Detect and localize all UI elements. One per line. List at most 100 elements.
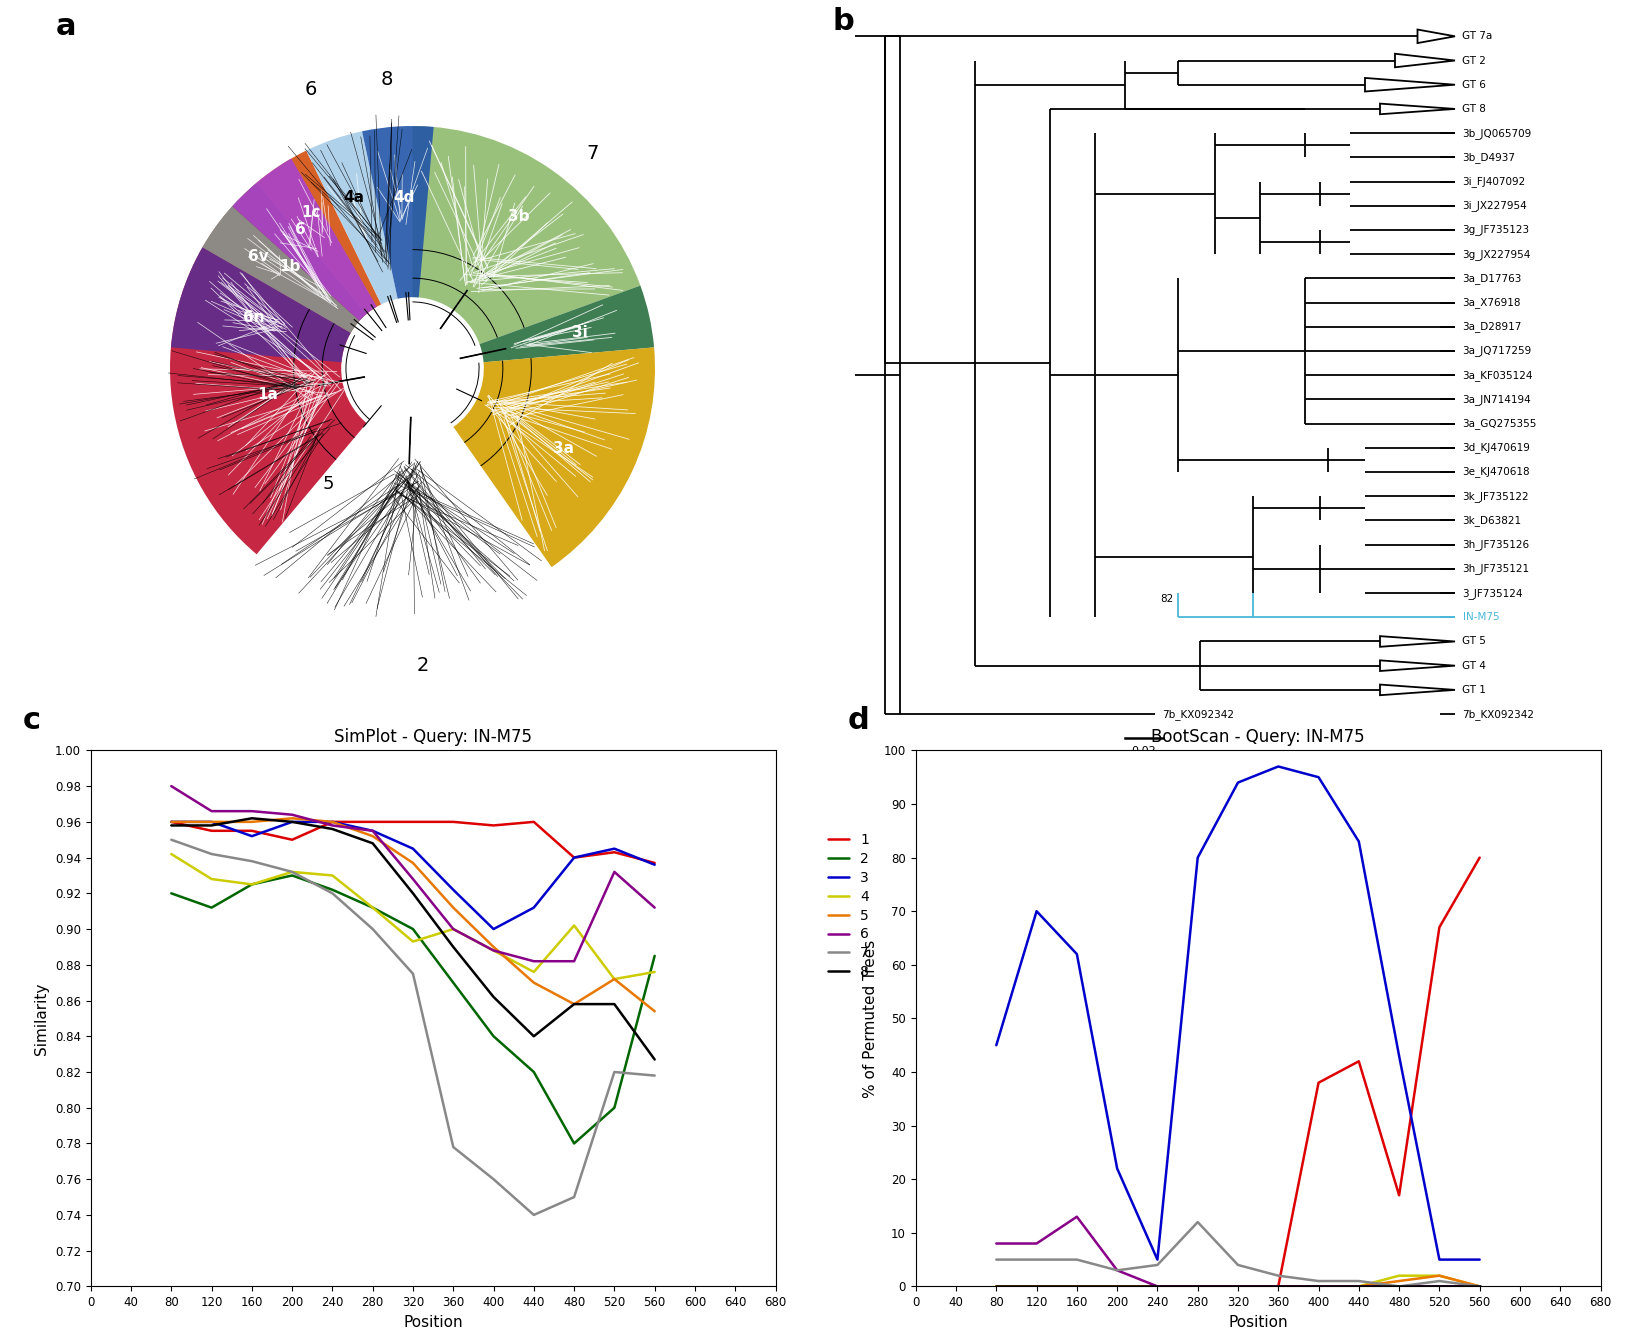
- 6: [1107, 1262, 1127, 1278]
- 1: [1068, 1278, 1087, 1294]
- Wedge shape: [412, 126, 640, 344]
- 3: [201, 813, 221, 829]
- Line: 1: 1: [997, 858, 1480, 1286]
- 5: [201, 813, 221, 829]
- Text: 3a_KF035124: 3a_KF035124: [1462, 370, 1533, 381]
- 5: [1068, 1278, 1087, 1294]
- 1: [483, 817, 503, 833]
- 2: [1389, 1278, 1409, 1294]
- 8: [1429, 1278, 1449, 1294]
- 8: [564, 996, 584, 1012]
- 3: [1389, 1048, 1409, 1064]
- 3: [1188, 850, 1208, 866]
- 2: [1228, 1278, 1247, 1294]
- 1: [363, 813, 383, 829]
- Text: 3d_KJ470619: 3d_KJ470619: [1462, 442, 1531, 453]
- 7: [1026, 1252, 1046, 1268]
- Line: 4: 4: [172, 854, 655, 980]
- Line: 5: 5: [997, 1276, 1480, 1286]
- Text: 6: 6: [295, 222, 305, 237]
- 2: [1429, 1278, 1449, 1294]
- 6: [162, 779, 182, 795]
- 5: [987, 1278, 1006, 1294]
- 7: [525, 1207, 545, 1223]
- 2: [604, 1100, 624, 1116]
- 8: [403, 886, 422, 902]
- Line: 1: 1: [172, 821, 655, 863]
- 7: [322, 886, 342, 902]
- Y-axis label: % of Permuted Trees: % of Permuted Trees: [863, 939, 878, 1097]
- 7: [987, 1252, 1006, 1268]
- 5: [483, 939, 503, 955]
- 6: [1026, 1235, 1046, 1252]
- 7: [1228, 1257, 1247, 1273]
- 3: [1470, 1252, 1490, 1268]
- 1: [201, 823, 221, 839]
- 6: [1228, 1278, 1247, 1294]
- Text: 6v: 6v: [248, 249, 269, 264]
- 5: [243, 813, 262, 829]
- 2: [1026, 1278, 1046, 1294]
- 6: [604, 864, 624, 880]
- 7: [1107, 1262, 1127, 1278]
- 4: [1147, 1278, 1167, 1294]
- Text: 3b_JQ065709: 3b_JQ065709: [1462, 127, 1531, 138]
- 6: [987, 1235, 1006, 1252]
- Text: GT 5: GT 5: [1462, 636, 1487, 646]
- 5: [604, 972, 624, 988]
- 8: [243, 811, 262, 827]
- Wedge shape: [172, 248, 351, 362]
- 3: [1068, 946, 1087, 962]
- 3: [403, 840, 422, 856]
- 5: [525, 974, 545, 990]
- 4: [1107, 1278, 1127, 1294]
- 4: [525, 963, 545, 980]
- 7: [604, 1064, 624, 1080]
- Wedge shape: [170, 248, 366, 555]
- 5: [1350, 1278, 1369, 1294]
- Line: 7: 7: [997, 1222, 1480, 1286]
- 3: [282, 813, 302, 829]
- Text: 3a_X76918: 3a_X76918: [1462, 297, 1521, 308]
- 8: [1107, 1278, 1127, 1294]
- Text: d: d: [848, 706, 870, 734]
- 4: [162, 846, 182, 862]
- 1: [322, 813, 342, 829]
- 4: [322, 867, 342, 883]
- Wedge shape: [307, 131, 398, 304]
- 8: [483, 989, 503, 1005]
- Wedge shape: [233, 158, 376, 320]
- 7: [201, 846, 221, 862]
- 8: [987, 1278, 1006, 1294]
- 6: [1147, 1278, 1167, 1294]
- 1: [1107, 1278, 1127, 1294]
- 4: [1188, 1278, 1208, 1294]
- 6: [403, 871, 422, 887]
- 7: [1470, 1278, 1490, 1294]
- Line: 6: 6: [997, 1217, 1480, 1286]
- Text: 3i_JX227954: 3i_JX227954: [1462, 200, 1528, 212]
- 5: [162, 813, 182, 829]
- 4: [1350, 1278, 1369, 1294]
- 5: [1429, 1268, 1449, 1284]
- Text: 3h_JF735126: 3h_JF735126: [1462, 539, 1530, 551]
- 7: [243, 854, 262, 870]
- 2: [444, 974, 464, 990]
- 2: [525, 1064, 545, 1080]
- 6: [1470, 1278, 1490, 1294]
- 3: [322, 813, 342, 829]
- 7: [1188, 1214, 1208, 1230]
- 7: [1269, 1268, 1289, 1284]
- Legend: 1, 2, 3, 4, 5, 6, 7, 8: 1, 2, 3, 4, 5, 6, 7, 8: [823, 828, 875, 985]
- 6: [1389, 1278, 1409, 1294]
- Text: 3k_JF735122: 3k_JF735122: [1462, 490, 1530, 501]
- 6: [282, 807, 302, 823]
- 6: [363, 823, 383, 839]
- Text: 2: 2: [417, 657, 429, 675]
- 1: [1147, 1278, 1167, 1294]
- 2: [1269, 1278, 1289, 1294]
- 8: [1389, 1278, 1409, 1294]
- 4: [1269, 1278, 1289, 1294]
- 8: [201, 817, 221, 833]
- Text: 3a: 3a: [553, 441, 574, 457]
